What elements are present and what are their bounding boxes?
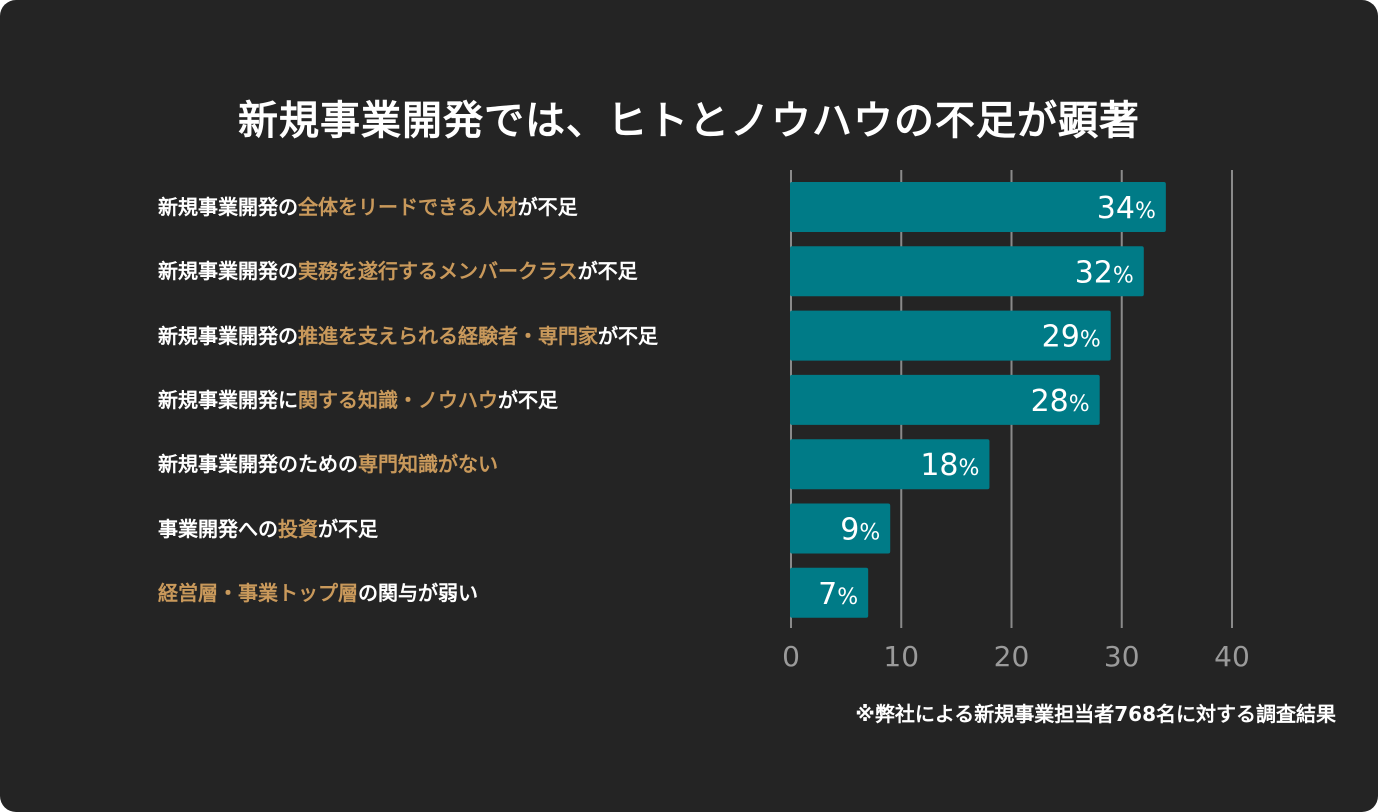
bar-1 — [790, 246, 1144, 297]
bar-3 — [790, 374, 1100, 425]
bar-value-label: 7% — [818, 577, 858, 612]
bar-2 — [790, 310, 1111, 361]
category-label: 新規事業開発のための専門知識がない — [158, 452, 498, 477]
category-label: 事業開発への投資が不足 — [158, 516, 378, 541]
category-label: 新規事業開発の推進を支えられる経験者・専門家が不足 — [158, 323, 658, 348]
bar-5 — [790, 503, 891, 554]
bar-4 — [790, 439, 990, 490]
bar-value-label: 9% — [840, 513, 880, 548]
bar-value-label: 34% — [1097, 191, 1156, 226]
category-label: 新規事業開発の実務を遂行するメンバークラスが不足 — [158, 259, 638, 284]
x-tick-label: 30 — [1104, 640, 1140, 673]
bar-value-label: 18% — [920, 448, 979, 483]
x-tick-label: 20 — [994, 640, 1030, 673]
category-label: 新規事業開発の全体をリードできる人材が不足 — [158, 195, 578, 219]
bar-6 — [790, 567, 869, 618]
bar-value-label: 32% — [1075, 255, 1134, 290]
x-tick-label: 40 — [1214, 640, 1250, 673]
bar-value-label: 29% — [1042, 320, 1101, 355]
x-tick-label: 10 — [883, 640, 919, 673]
bar-0 — [790, 182, 1166, 232]
x-tick-label: 0 — [782, 640, 800, 673]
category-label: 新規事業開発に関する知識・ノウハウが不足 — [158, 387, 558, 412]
chart-title: 新規事業開発では、ヒトとノウハウの不足が顕著 — [238, 98, 1140, 144]
footnote: ※弊社による新規事業担当者768名に対する調査結果 — [855, 702, 1336, 726]
category-label: 経営層・事業トップ層の関与が弱い — [158, 580, 478, 605]
bar-value-label: 28% — [1031, 384, 1090, 419]
